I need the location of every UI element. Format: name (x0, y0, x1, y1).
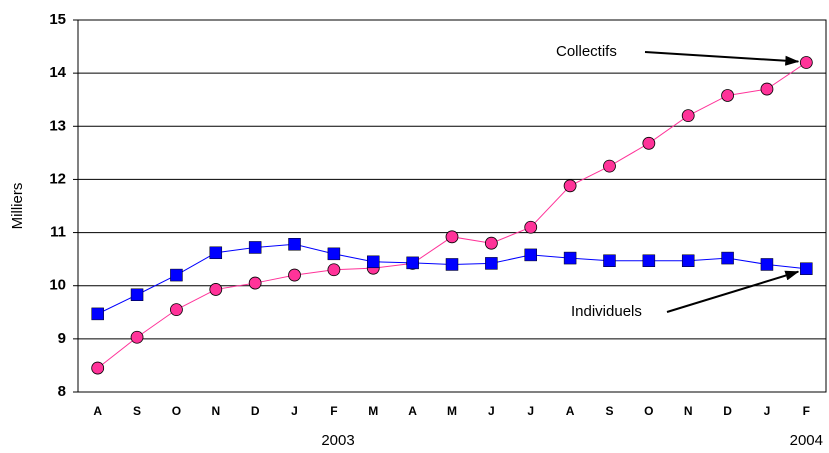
x-tick-label: J (488, 404, 495, 418)
point (248, 241, 262, 254)
point (248, 276, 262, 290)
x-tick-label: A (93, 404, 102, 418)
y-tick-label: 14 (49, 64, 66, 81)
y-tick-label: 9 (58, 330, 66, 347)
y-tick-label: 15 (49, 11, 66, 28)
point (288, 268, 301, 282)
point (484, 236, 498, 250)
point (681, 109, 695, 123)
point (130, 288, 144, 301)
x-tick-label: M (368, 404, 378, 418)
point (563, 179, 577, 193)
series-annotation: Individuels (571, 303, 642, 320)
x-tick-label: F (330, 404, 337, 418)
point (563, 251, 577, 265)
x-tick-label: S (133, 404, 141, 418)
x-tick-label: F (803, 404, 810, 418)
y-tick-label: 8 (58, 383, 66, 400)
y-tick-label: 12 (49, 170, 66, 187)
x-tick-label: N (211, 404, 220, 418)
y-axis-label: Milliers (9, 183, 26, 230)
point (642, 254, 656, 267)
point (367, 255, 380, 269)
y-tick-label: 10 (49, 277, 66, 294)
point (760, 82, 774, 96)
point (91, 361, 105, 375)
point (445, 230, 459, 244)
series-annotation: Collectifs (556, 43, 617, 60)
x-tick-label: J (764, 404, 771, 418)
annotation-arrow (644, 51, 800, 66)
series-line (97, 243, 807, 315)
annotation-arrow (666, 270, 800, 313)
point (327, 263, 341, 277)
x-tick-label: D (251, 404, 260, 418)
y-tick-label: 13 (49, 117, 66, 134)
point (445, 258, 459, 271)
point (760, 258, 774, 271)
point (406, 256, 419, 270)
point (603, 159, 616, 173)
x-tick-label: O (644, 404, 653, 418)
point (209, 246, 223, 260)
point (485, 257, 498, 270)
point (642, 136, 656, 150)
point (130, 330, 144, 344)
point (524, 220, 538, 234)
x-tick-label: D (723, 404, 732, 418)
x-group-label: 2003 (321, 432, 354, 449)
x-tick-label: N (684, 404, 693, 418)
point (209, 283, 223, 296)
x-tick-label: O (172, 404, 181, 418)
series-line (97, 62, 807, 369)
x-group-label: 2004 (790, 432, 823, 449)
point (327, 247, 341, 261)
point (721, 89, 734, 102)
point (91, 307, 104, 321)
plot-border (77, 19, 827, 393)
x-tick-label: J (527, 404, 534, 418)
x-tick-label: A (408, 404, 417, 418)
point (681, 254, 695, 267)
x-tick-label: M (447, 404, 457, 418)
x-tick-label: J (291, 404, 298, 418)
point (721, 251, 734, 265)
point (799, 56, 813, 69)
x-tick-label: S (605, 404, 613, 418)
point (800, 262, 813, 275)
point (524, 248, 537, 262)
point (603, 254, 616, 267)
point (170, 268, 183, 282)
point (170, 303, 183, 317)
x-tick-label: A (566, 404, 575, 418)
point (288, 238, 301, 251)
y-tick-label: 11 (50, 224, 66, 241)
